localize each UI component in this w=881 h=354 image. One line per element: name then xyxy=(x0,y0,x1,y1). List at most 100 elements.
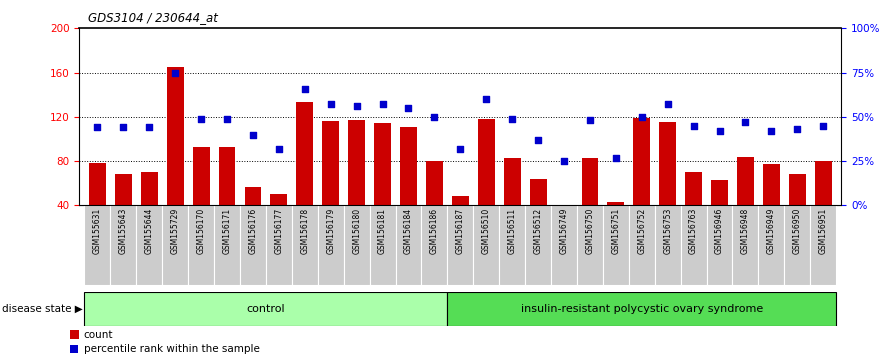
Bar xyxy=(473,205,500,285)
Bar xyxy=(707,205,732,285)
Text: disease state ▶: disease state ▶ xyxy=(2,304,83,314)
Bar xyxy=(296,102,314,205)
Point xyxy=(790,126,804,132)
Bar xyxy=(737,156,754,205)
Point xyxy=(609,155,623,160)
Text: GSM156510: GSM156510 xyxy=(482,208,491,254)
Bar xyxy=(525,205,551,285)
Point xyxy=(220,116,234,121)
Bar xyxy=(292,205,318,285)
Point xyxy=(194,116,208,121)
Point xyxy=(816,123,830,129)
Bar xyxy=(759,205,784,285)
Point xyxy=(116,125,130,130)
Bar xyxy=(448,205,473,285)
Text: GSM156170: GSM156170 xyxy=(196,208,205,254)
Bar xyxy=(344,205,370,285)
Text: GSM156946: GSM156946 xyxy=(715,208,724,254)
Text: GSM156184: GSM156184 xyxy=(404,208,413,254)
Text: GSM155644: GSM155644 xyxy=(144,208,154,254)
Text: GSM156181: GSM156181 xyxy=(378,208,387,254)
Bar xyxy=(115,175,132,205)
Bar xyxy=(245,187,262,205)
Bar xyxy=(167,67,183,205)
Bar xyxy=(70,345,78,353)
Bar xyxy=(607,202,625,205)
Bar xyxy=(811,205,836,285)
Point xyxy=(557,158,571,164)
Bar xyxy=(318,205,344,285)
Point xyxy=(246,132,260,137)
Bar xyxy=(370,205,396,285)
Bar xyxy=(763,164,780,205)
Bar xyxy=(189,205,214,285)
Text: GSM155643: GSM155643 xyxy=(119,208,128,254)
Text: count: count xyxy=(84,330,114,340)
Text: GSM155729: GSM155729 xyxy=(171,208,180,254)
Bar xyxy=(85,292,448,326)
Text: GSM156751: GSM156751 xyxy=(611,208,620,254)
Text: insulin-resistant polycystic ovary syndrome: insulin-resistant polycystic ovary syndr… xyxy=(521,304,763,314)
Point xyxy=(375,102,389,107)
Bar xyxy=(193,147,210,205)
Point xyxy=(686,123,700,129)
Text: GSM156951: GSM156951 xyxy=(818,208,828,254)
Bar xyxy=(322,121,339,205)
Point xyxy=(298,86,312,91)
Point xyxy=(634,114,648,120)
Bar xyxy=(85,205,110,285)
Text: GSM156186: GSM156186 xyxy=(430,208,439,254)
Text: GSM156171: GSM156171 xyxy=(223,208,232,254)
Point xyxy=(323,102,337,107)
Bar xyxy=(162,205,189,285)
Text: GSM156176: GSM156176 xyxy=(248,208,257,254)
Bar xyxy=(400,127,417,205)
Text: GSM156948: GSM156948 xyxy=(741,208,750,254)
Text: GSM156949: GSM156949 xyxy=(766,208,776,254)
Bar xyxy=(659,122,676,205)
Bar xyxy=(426,161,443,205)
Text: GDS3104 / 230644_at: GDS3104 / 230644_at xyxy=(88,11,218,24)
Bar xyxy=(788,175,806,205)
Point xyxy=(583,118,597,123)
Bar xyxy=(500,205,525,285)
Point xyxy=(479,96,493,102)
Text: GSM156749: GSM156749 xyxy=(559,208,568,254)
Text: GSM156752: GSM156752 xyxy=(637,208,647,254)
Bar xyxy=(504,158,521,205)
Bar xyxy=(374,124,391,205)
Text: GSM156179: GSM156179 xyxy=(326,208,335,254)
Bar xyxy=(214,205,240,285)
Text: GSM156753: GSM156753 xyxy=(663,208,672,254)
Text: GSM156950: GSM156950 xyxy=(793,208,802,254)
Bar xyxy=(681,205,707,285)
Bar xyxy=(629,205,655,285)
Bar xyxy=(815,161,832,205)
Bar xyxy=(711,180,728,205)
Text: GSM156511: GSM156511 xyxy=(507,208,516,254)
Point xyxy=(453,146,467,152)
Bar xyxy=(732,205,759,285)
Bar xyxy=(478,119,494,205)
Point xyxy=(738,119,752,125)
Bar xyxy=(551,205,577,285)
Bar xyxy=(240,205,266,285)
Point xyxy=(402,105,416,111)
Bar xyxy=(218,147,235,205)
Point xyxy=(505,116,519,121)
Bar xyxy=(784,205,811,285)
Point xyxy=(168,70,182,75)
Bar xyxy=(685,172,702,205)
Point xyxy=(661,102,675,107)
Text: control: control xyxy=(247,304,285,314)
Point xyxy=(765,128,779,134)
Point xyxy=(531,137,545,143)
Bar xyxy=(266,205,292,285)
Bar xyxy=(110,205,137,285)
Point xyxy=(427,114,441,120)
Bar xyxy=(270,194,287,205)
Text: GSM156750: GSM156750 xyxy=(586,208,595,254)
Bar xyxy=(70,330,79,339)
Text: percentile rank within the sample: percentile rank within the sample xyxy=(84,344,260,354)
Point xyxy=(713,128,727,134)
